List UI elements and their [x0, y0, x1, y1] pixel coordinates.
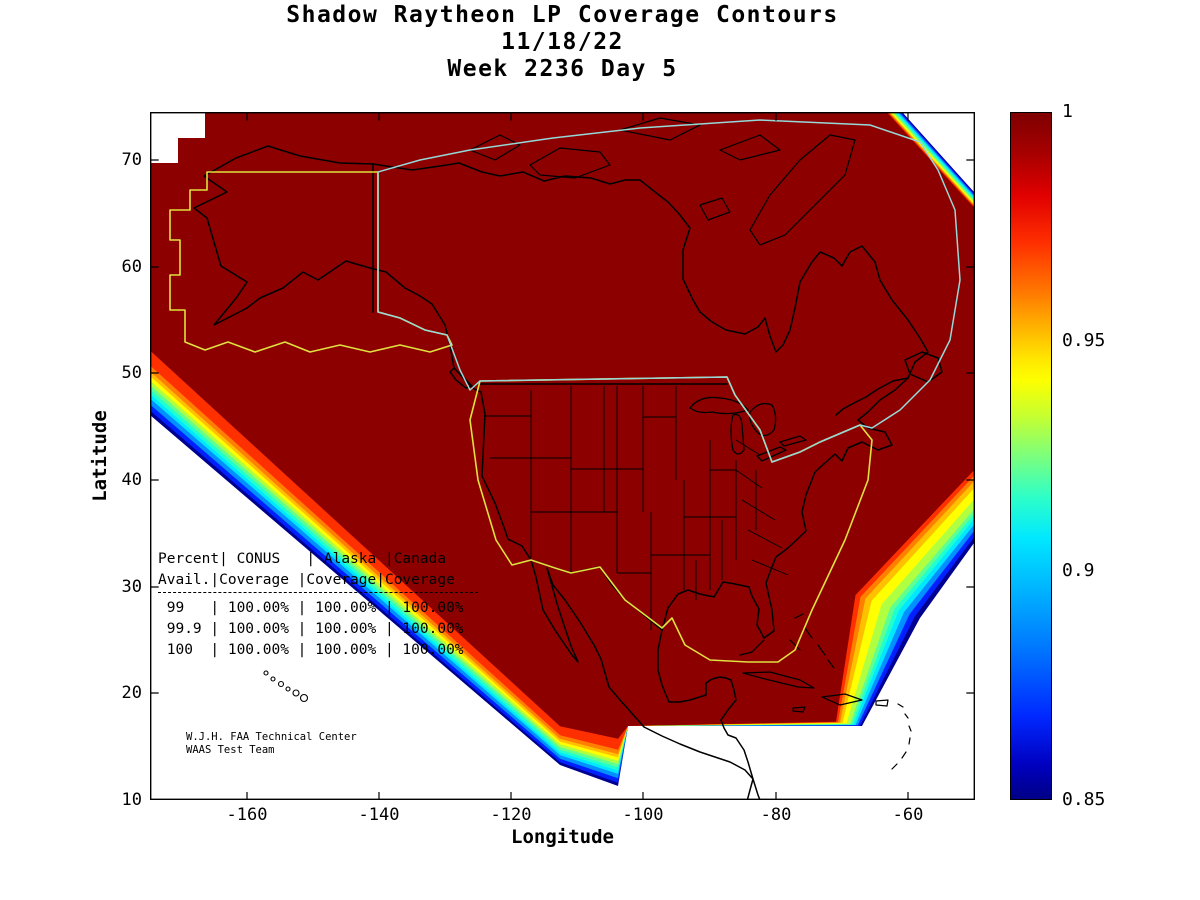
- x-tick-label: -120: [490, 805, 532, 825]
- colorbar-tick-label: 0.9: [1062, 560, 1095, 581]
- credit-line: WAAS Test Team: [186, 744, 275, 756]
- chart-title-block: Shadow Raytheon LP Coverage Contours 11/…: [150, 2, 975, 83]
- y-tick-label: 10: [121, 790, 142, 810]
- y-tick-label: 50: [121, 363, 142, 383]
- x-tick-label: -140: [358, 805, 400, 825]
- x-tick-label: -80: [760, 805, 792, 825]
- chart-subtitle-date: 11/18/22: [501, 29, 624, 55]
- y-tick-label: 30: [121, 577, 142, 597]
- x-tick-label: -60: [892, 805, 924, 825]
- coverage-table-row: 100 | 100.00% | 100.00% | 100.00%: [158, 642, 464, 658]
- y-tick-label: 70: [121, 150, 142, 170]
- colorbar-tick-label: 0.85: [1062, 789, 1106, 810]
- colorbar: [1010, 112, 1052, 800]
- colorbar-tick-label: 0.95: [1062, 330, 1106, 351]
- chart-subtitle-week: Week 2236 Day 5: [447, 56, 678, 82]
- x-tick-label: -100: [622, 805, 664, 825]
- coverage-table-header-line: Percent| CONUS | Alaska |Canada: [158, 551, 447, 567]
- colorbar-tick-label: 1: [1062, 101, 1073, 122]
- coverage-table-row: 99 | 100.00% | 100.00% | 100.00%: [158, 600, 464, 616]
- table-divider: [158, 592, 478, 593]
- plot-area: [149, 111, 975, 806]
- y-tick-label: 60: [121, 257, 142, 277]
- coverage-table-row: 99.9 | 100.00% | 100.00% | 100.00%: [158, 621, 464, 637]
- y-axis-label: Latitude: [89, 410, 111, 502]
- y-tick-label: 20: [121, 683, 142, 703]
- coverage-map: [149, 111, 975, 806]
- coverage-table-header-line: Avail.|Coverage |Coverage|Coverage: [158, 572, 455, 588]
- y-tick-label: 40: [121, 470, 142, 490]
- chart-title: Shadow Raytheon LP Coverage Contours: [286, 2, 839, 28]
- credit-line: W.J.H. FAA Technical Center: [186, 731, 357, 743]
- x-axis-label: Longitude: [511, 826, 614, 848]
- x-tick-label: -160: [226, 805, 268, 825]
